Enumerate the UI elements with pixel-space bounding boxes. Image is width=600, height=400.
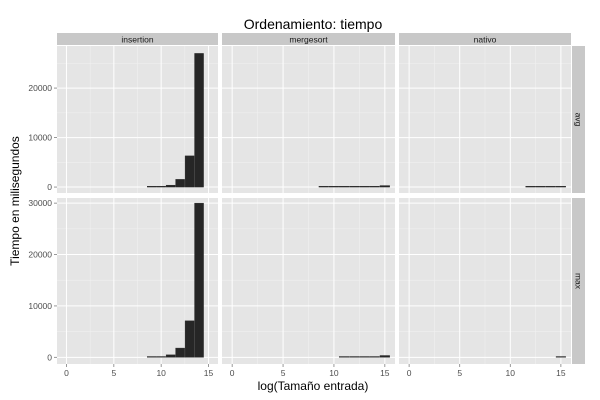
facet-strip-row bbox=[572, 46, 585, 193]
bar bbox=[175, 347, 185, 358]
bar bbox=[156, 186, 166, 188]
y-tick-label: 10000 bbox=[28, 133, 52, 143]
bar bbox=[349, 356, 360, 358]
bar bbox=[175, 179, 185, 188]
x-tick-label: 5 bbox=[111, 368, 116, 378]
bar bbox=[165, 354, 176, 358]
y-tick-label: 0 bbox=[47, 182, 52, 192]
bar bbox=[349, 186, 360, 188]
bar bbox=[359, 356, 370, 358]
x-tick-label: 10 bbox=[506, 368, 516, 378]
x-tick-label: 0 bbox=[64, 368, 69, 378]
panel-avg-nativo: nativo bbox=[399, 33, 571, 193]
facet-strip bbox=[399, 33, 571, 45]
bar bbox=[369, 186, 380, 188]
facet-strip bbox=[57, 33, 218, 45]
y-axis-title: Tiempo en milisegundos bbox=[8, 136, 22, 266]
bar bbox=[379, 185, 390, 188]
bar bbox=[147, 356, 157, 358]
facet-strip bbox=[222, 33, 395, 45]
bar bbox=[555, 356, 566, 358]
x-tick-label: 5 bbox=[457, 368, 462, 378]
x-tick-label: 5 bbox=[281, 368, 286, 378]
y-tick-label: 0 bbox=[47, 352, 52, 362]
x-tick-label: 0 bbox=[230, 368, 235, 378]
facet-strip-label: mergesort bbox=[289, 35, 328, 45]
x-tick-label: 10 bbox=[329, 368, 339, 378]
bar bbox=[156, 356, 166, 358]
bar bbox=[359, 186, 370, 188]
x-tick-label: 15 bbox=[204, 368, 214, 378]
facet-strip-row bbox=[572, 198, 585, 364]
y-tick-label: 20000 bbox=[28, 83, 52, 93]
facet-strip-label: insertion bbox=[121, 35, 153, 45]
bar bbox=[535, 186, 546, 188]
bar bbox=[184, 320, 195, 358]
bar bbox=[194, 53, 204, 188]
bar bbox=[184, 155, 195, 188]
x-tick-label: 0 bbox=[407, 368, 412, 378]
x-tick-label: 15 bbox=[556, 368, 566, 378]
y-tick-label: 30000 bbox=[28, 198, 52, 208]
y-tick-label: 20000 bbox=[28, 250, 52, 260]
bar bbox=[369, 356, 380, 358]
panel-max-mergesort: 0 5 10 15 bbox=[222, 198, 395, 378]
bar bbox=[545, 186, 556, 188]
panel-max-nativo: 0 5 10 15 bbox=[399, 198, 571, 378]
bar bbox=[339, 186, 350, 188]
bar bbox=[165, 184, 176, 188]
chart-title: Ordenamiento: tiempo bbox=[244, 16, 383, 32]
bar bbox=[318, 186, 329, 188]
panel-avg-mergesort: mergesort bbox=[222, 33, 395, 193]
panel-avg-insertion: insertion 0 10000 20000 bbox=[28, 33, 218, 193]
bar bbox=[147, 186, 157, 188]
x-tick-label: 10 bbox=[156, 368, 166, 378]
bar bbox=[328, 186, 339, 188]
bar bbox=[525, 186, 536, 188]
bar bbox=[194, 202, 204, 358]
facet-strip-label: nativo bbox=[474, 35, 497, 45]
facet-strip-row-label: avg bbox=[574, 113, 584, 127]
x-tick-label: 15 bbox=[380, 368, 390, 378]
y-tick-label: 10000 bbox=[28, 301, 52, 311]
bar bbox=[339, 356, 350, 358]
x-axis-title: log(Tamaño entrada) bbox=[258, 379, 369, 393]
bar bbox=[379, 355, 390, 358]
panel-max-insertion: 0 5 10 15 0 10000 20000 30000 bbox=[28, 198, 218, 378]
bar bbox=[555, 186, 566, 188]
facet-strip-row-label: max bbox=[574, 273, 584, 290]
